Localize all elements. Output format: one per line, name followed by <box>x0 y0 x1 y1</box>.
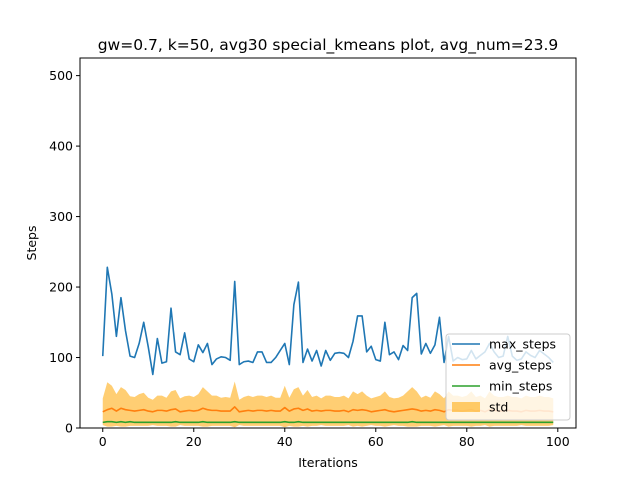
x-axis-label: Iterations <box>298 455 358 470</box>
x-tick-label: 80 <box>459 434 475 449</box>
y-axis: 0 100 200 300 400 500 <box>49 68 80 436</box>
plot-frame <box>79 57 577 429</box>
x-axis: 0 20 40 60 80 100 <box>99 428 570 449</box>
y-tick-label: 200 <box>49 280 73 295</box>
y-tick-label: 300 <box>49 209 73 224</box>
y-tick-label: 500 <box>49 68 73 83</box>
y-tick-label: 400 <box>49 139 73 154</box>
legend-label-std: std <box>489 400 508 415</box>
legend-box <box>445 333 571 421</box>
std-band <box>102 381 554 428</box>
x-tick-label: 0 <box>99 434 107 449</box>
chart-title: gw=0.7, k=50, avg30 special_kmeans plot,… <box>98 36 559 55</box>
x-tick-label: 60 <box>368 434 384 449</box>
x-tick-label: 100 <box>546 434 570 449</box>
min-steps-line <box>102 420 554 424</box>
legend-label-min-steps: min_steps <box>489 379 552 394</box>
x-tick-label: 20 <box>186 434 202 449</box>
y-axis-label: Steps <box>24 226 39 261</box>
legend-label-avg-steps: avg_steps <box>489 358 552 373</box>
legend-swatch-std <box>452 402 480 412</box>
y-tick-label: 0 <box>65 421 73 436</box>
x-tick-label: 40 <box>277 434 293 449</box>
legend-label-max-steps: max_steps <box>489 337 556 352</box>
y-tick-label: 100 <box>49 350 73 365</box>
